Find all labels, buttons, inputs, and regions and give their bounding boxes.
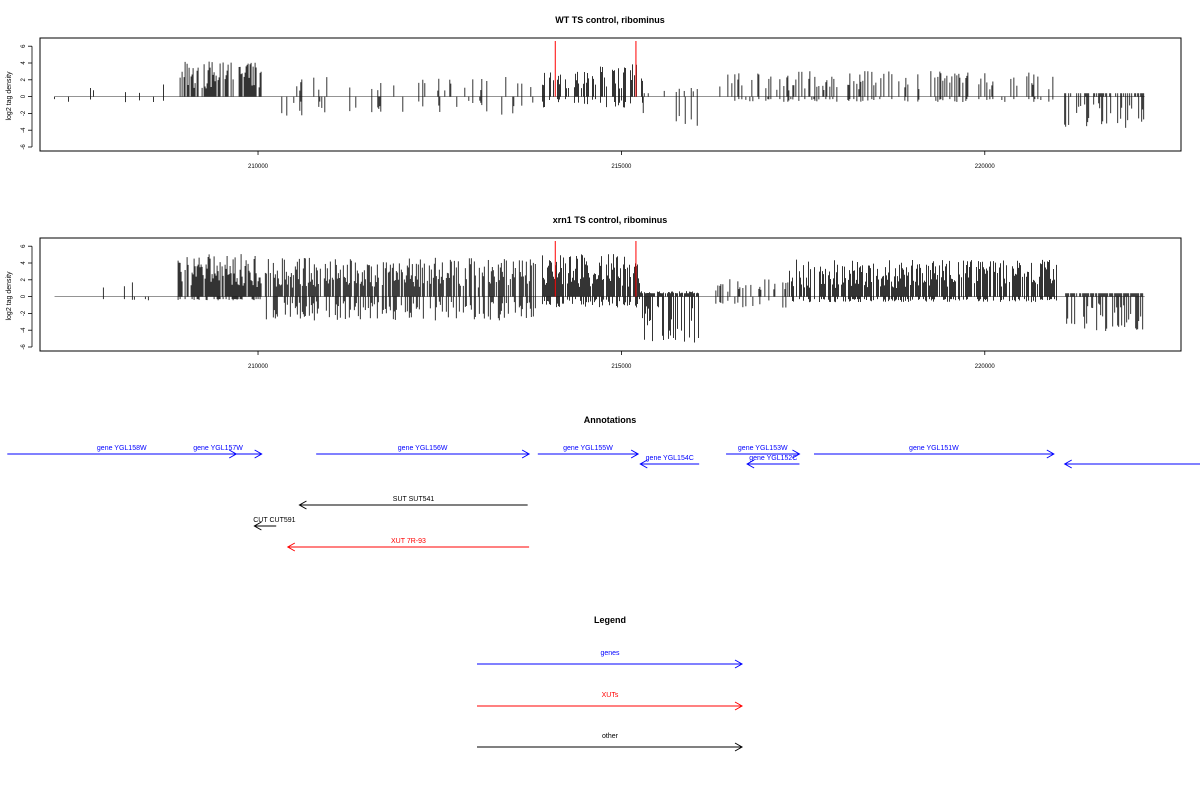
other-label: SUT SUT541 <box>393 496 435 503</box>
plot-frame <box>39 37 1182 152</box>
y-tick-label: -6 <box>21 344 27 350</box>
gene-label: gene YGL153W <box>738 445 788 452</box>
panel-title: WT TS control, ribominus <box>555 15 665 25</box>
annotations-title: Annotations <box>584 415 637 425</box>
gene-arrow-head <box>1063 459 1072 469</box>
other-arrow-head <box>298 500 307 510</box>
xut-label: XUT 7R-93 <box>391 538 426 545</box>
y-tick-label: -4 <box>21 327 27 333</box>
y-tick-label: 2 <box>21 77 27 81</box>
gene-arrow-head <box>630 449 640 459</box>
x-tick-label: 210000 <box>248 364 269 370</box>
y-tick-label: 0 <box>21 94 27 98</box>
x-axis: 210000 215000 220000 <box>248 351 995 370</box>
y-tick-label: 6 <box>21 244 27 248</box>
legend: Legend genes XUTs other <box>477 615 744 752</box>
gene-arrow-head <box>1046 449 1055 459</box>
y-axis: -6 -4 -2 0 2 4 6 <box>21 44 33 150</box>
coverage-bars <box>54 241 1145 343</box>
gene-label: gene YGL154C <box>646 455 694 462</box>
y-tick-label: -6 <box>21 144 27 150</box>
legend-label: genes <box>600 650 620 657</box>
legend-arrow-head <box>734 659 744 669</box>
annotation-features: gene YGL158W gene YGL157W gene YGL156W gene… <box>7 445 1200 552</box>
wt-coverage-panel: WT TS control, ribominus log2 tag densit… <box>6 15 1182 170</box>
x-tick-label: 220000 <box>975 364 996 370</box>
gene-arrow-head <box>746 459 755 469</box>
gene-label: gene YGL157W <box>193 445 243 452</box>
gene-label: gene YGL158W <box>97 445 147 452</box>
y-tick-label: 6 <box>21 44 27 48</box>
y-tick-label: -2 <box>21 310 27 316</box>
legend-arrow-head <box>734 742 744 752</box>
gene-label: gene YGL152C <box>749 455 797 462</box>
x-tick-label: 220000 <box>975 164 996 170</box>
y-tick-label: -4 <box>21 127 27 133</box>
y-axis-label: log2 tag density <box>6 271 13 321</box>
gene-arrow-head <box>521 449 531 459</box>
legend-arrow-head <box>734 701 744 711</box>
gene-label: gene YGL155W <box>563 445 613 452</box>
gene-label: gene YGL151W <box>909 445 959 452</box>
y-tick-label: -2 <box>21 110 27 116</box>
x-axis: 210000 215000 220000 <box>248 151 995 170</box>
y-axis: -6 -4 -2 0 2 4 6 <box>21 244 33 350</box>
xut-arrow-head <box>286 542 296 552</box>
legend-items: genes XUTs other <box>477 650 744 752</box>
y-tick-label: 4 <box>21 261 27 265</box>
xrn1-coverage-panel: xrn1 TS control, ribominus log2 tag dens… <box>6 215 1182 370</box>
x-tick-label: 210000 <box>248 164 269 170</box>
y-axis-label: log2 tag density <box>6 71 13 121</box>
gene-label: gene YGL156W <box>398 445 448 452</box>
other-arrow-head <box>253 521 262 531</box>
x-tick-label: 215000 <box>611 164 632 170</box>
legend-label: XUTs <box>602 692 619 699</box>
other-label: CUT CUT591 <box>253 517 295 524</box>
plot-frame <box>39 237 1182 352</box>
annotations-track: Annotations gene YGL158W gene YGL157W gene… <box>7 415 1200 552</box>
legend-label: other <box>602 733 619 740</box>
y-tick-label: 2 <box>21 277 27 281</box>
coverage-bars <box>54 41 1145 128</box>
gene-arrow-head <box>254 449 263 459</box>
legend-title: Legend <box>594 615 626 625</box>
x-tick-label: 215000 <box>611 364 632 370</box>
gene-arrow-head <box>639 459 648 469</box>
gene-arrow-head <box>792 449 801 459</box>
panel-title: xrn1 TS control, ribominus <box>553 215 668 225</box>
y-tick-label: 0 <box>21 294 27 298</box>
y-tick-label: 4 <box>21 61 27 65</box>
